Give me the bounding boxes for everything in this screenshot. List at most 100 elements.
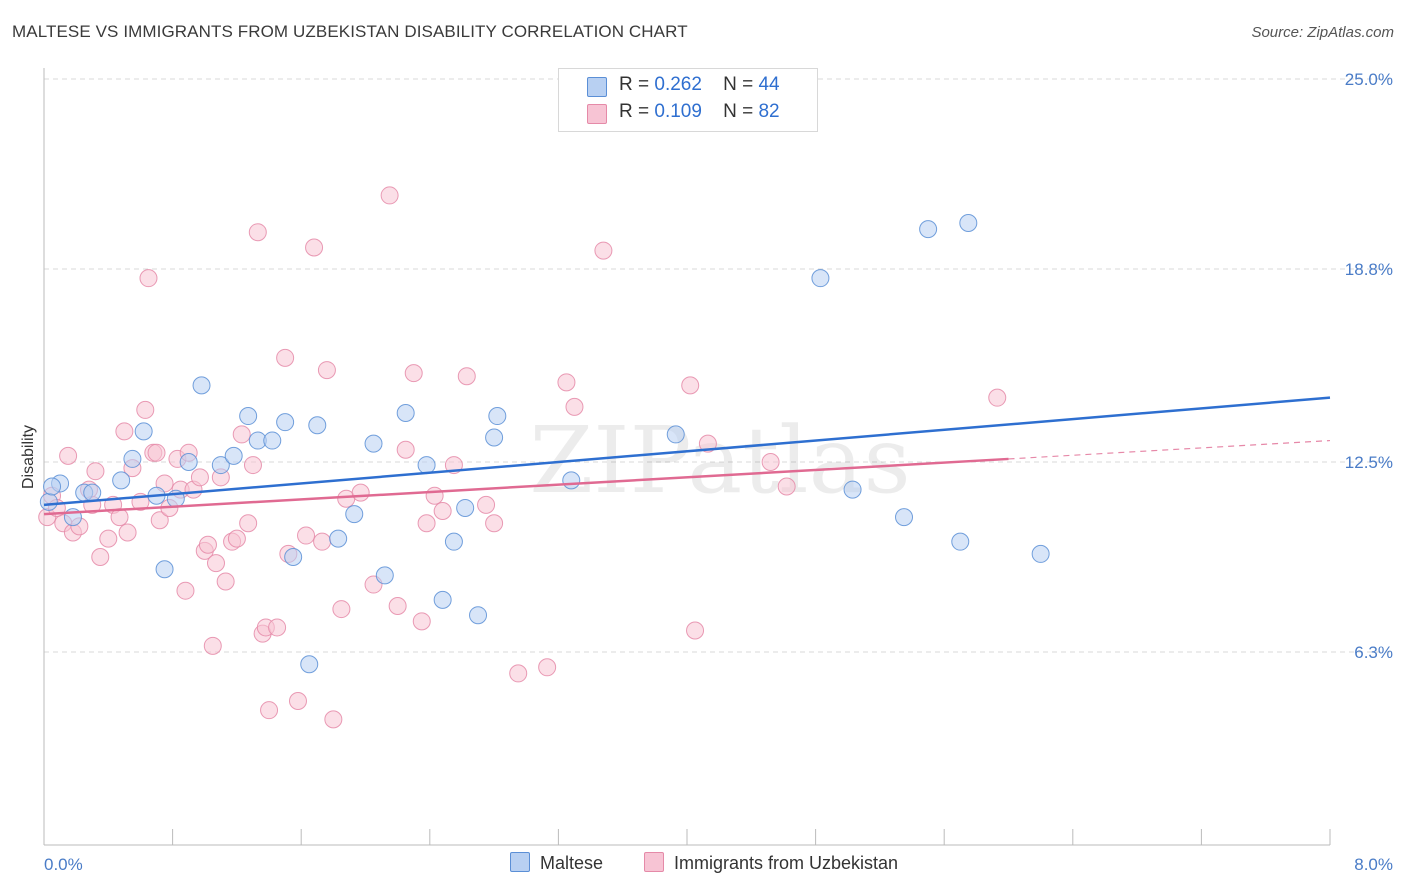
maltese-point [469,606,488,625]
uzbekistan-point [777,477,796,496]
n-label: N = [723,101,754,122]
y-tick-label: 18.8% [1345,260,1393,279]
maltese-point [417,456,436,475]
uzbekistan-point [216,572,235,591]
maltese-point [192,376,211,395]
uzbekistan-point [681,376,700,395]
maltese-point [488,407,507,426]
maltese-point [919,220,938,239]
maltese-point [239,407,258,426]
maltese-point [179,453,198,471]
uzbekistan-point [99,529,118,548]
uzbekistan-point [239,514,258,533]
uzbekistan-point [136,400,155,419]
uzbekistan-point [396,440,415,459]
uzbekistan-swatch [587,104,607,124]
uzbekistan-point [324,710,343,729]
maltese-point [155,560,174,579]
uzbekistan-point [268,618,287,637]
maltese-points [39,214,1050,674]
uzbekistan-point [380,186,399,205]
uzbekistan-point [412,612,431,631]
maltese-point [811,269,830,288]
maltese-point [329,529,348,548]
maltese-point [433,590,452,609]
uzbekistan-point [509,664,528,683]
bottom-legend-maltese: Maltese [510,852,603,874]
maltese-point [83,483,102,502]
trend-lines [43,396,1331,516]
maltese-point [123,449,142,468]
uzbekistan-point [686,621,705,640]
y-tick-label: 25.0% [1345,70,1393,89]
x-tick-label: 8.0% [1354,855,1393,874]
uzbekistan-point [276,348,295,367]
correlation-legend: R = 0.262 N = 44 R = 0.109 N = 82 [558,68,818,132]
maltese-point [345,505,364,524]
uzbekistan-points [38,186,1007,729]
chart-title: MALTESE VS IMMIGRANTS FROM UZBEKISTAN DI… [12,22,688,41]
uzbekistan-point [388,597,407,616]
source-label: Source: ZipAtlas.com [1251,24,1394,41]
uzbekistan-legend-swatch [644,852,664,872]
grid-lines [44,78,1394,653]
maltese-point [375,566,394,585]
uzbekistan-point [147,443,166,462]
maltese-point [959,214,978,233]
uzbekistan-legend-label: Immigrants from Uzbekistan [674,853,899,873]
uzbekistan-point [557,373,576,392]
maltese-point [843,480,862,499]
uzbekistan-n-value: 82 [758,101,780,122]
maltese-point [666,425,685,444]
maltese-point [112,471,131,490]
uzbekistan-point [425,486,444,505]
maltese-point [562,471,581,490]
uzbekistan-point [118,523,137,542]
uzbekistan-point [139,269,158,288]
uzbekistan-point [761,453,780,471]
uzbekistan-point [232,425,251,444]
maltese-point [263,431,282,450]
uzbekistan-point [243,456,262,475]
uzbekistan-point [457,367,476,386]
maltese-swatch [587,77,607,97]
uzbekistan-point [594,241,613,260]
n-label: N = [723,74,754,95]
uzbekistan-point [433,502,452,521]
uzbekistan-r-value: 0.109 [654,101,702,122]
maltese-legend-swatch [510,852,530,872]
maltese-point [895,508,914,527]
uzbekistan-point [176,581,195,600]
y-tick-label: 12.5% [1345,453,1393,472]
axes [43,68,1331,846]
y-tick-label: 6.3% [1354,643,1393,662]
uzbekistan-point [115,422,134,441]
maltese-point [308,416,327,435]
uzbekistan-point [59,446,78,465]
uzbekistan-point [417,514,436,533]
y-axis-label: Disability [20,425,37,489]
uzbekistan-point [332,600,351,619]
uzbekistan-point [313,532,332,551]
uzbekistan-point [190,468,209,487]
maltese-point [39,492,58,511]
uzbekistan-point [404,364,423,383]
maltese-point [444,532,463,551]
maltese-point [300,655,319,674]
uzbekistan-point [91,547,110,566]
uzbekistan-point [86,462,105,481]
maltese-point [211,456,230,475]
uzbekistan-point [227,529,246,548]
maltese-point [1031,544,1050,563]
maltese-point [134,422,153,441]
uzbekistan-point [485,514,504,533]
uzbekistan-point [207,554,226,573]
maltese-point [224,446,243,465]
uzbekistan-point [198,535,217,554]
r-label: R = [619,74,650,95]
maltese-point [396,403,415,422]
uzbekistan-point [538,658,557,677]
maltese-point [276,413,295,432]
x-tick-label: 0.0% [44,855,83,874]
